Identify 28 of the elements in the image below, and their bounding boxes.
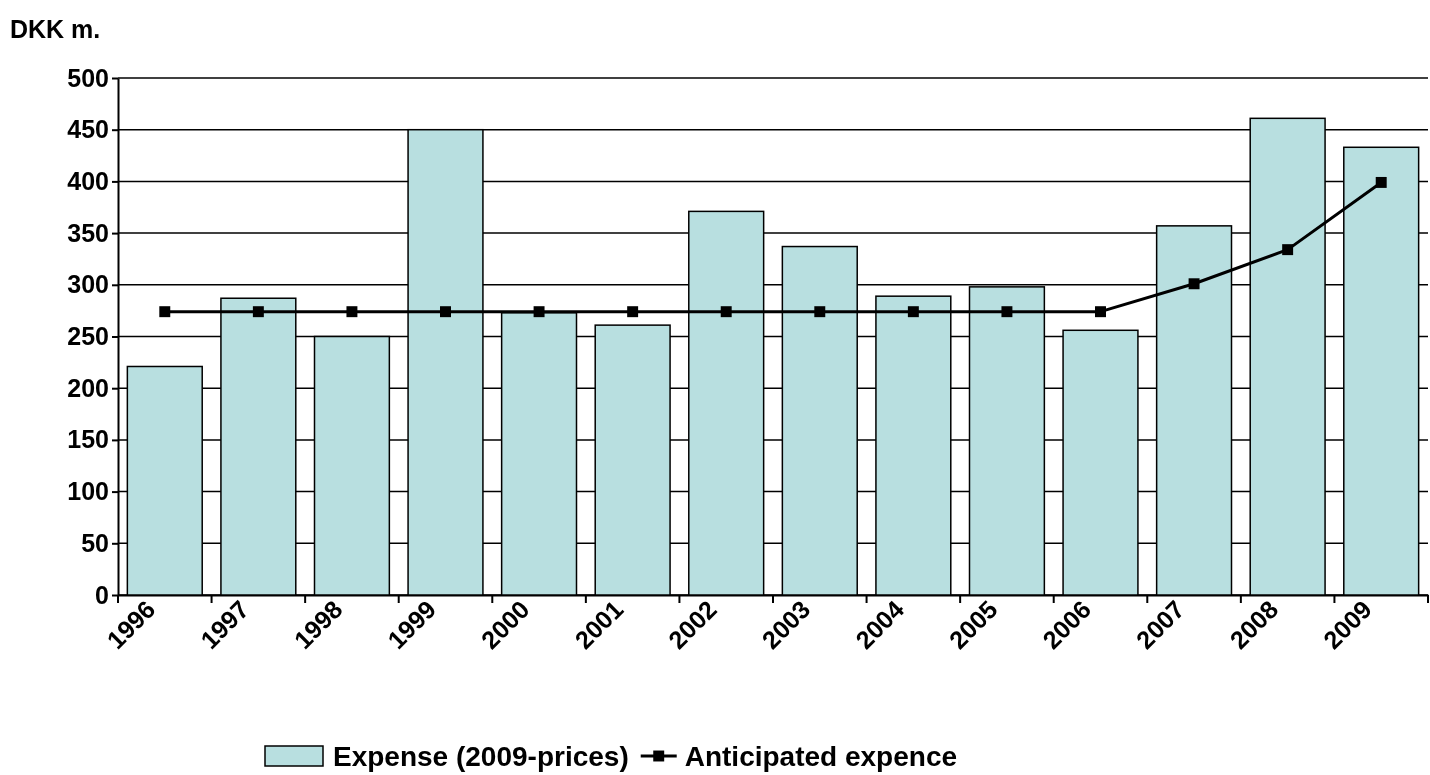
y-tick-label: 100 (67, 477, 109, 506)
point (814, 306, 826, 318)
point (627, 306, 639, 318)
y-tick-label: 450 (67, 115, 109, 144)
point (1001, 306, 1013, 318)
y-tick-label: 50 (81, 528, 109, 557)
y-tick-label: 300 (67, 270, 109, 299)
point (907, 306, 919, 318)
point (1282, 244, 1294, 256)
point (720, 306, 732, 318)
point (346, 306, 358, 318)
point (252, 306, 264, 318)
point (533, 306, 545, 318)
y-tick-label: 150 (67, 425, 109, 454)
point (159, 306, 171, 318)
point (1095, 306, 1106, 318)
y-tick-label: 250 (67, 322, 109, 350)
point (440, 306, 451, 318)
legend-label: Expense (2009-prices) (333, 741, 629, 772)
y-tick-label: 400 (67, 166, 109, 195)
y-axis-title: DKK m. (10, 15, 101, 43)
point (1188, 278, 1200, 290)
y-tick-label: 350 (67, 218, 109, 247)
y-tick-label: 500 (67, 63, 109, 92)
legend-label: Anticipated expence (684, 741, 958, 772)
y-tick-label: 0 (95, 580, 109, 609)
y-tick-label: 200 (67, 373, 109, 402)
point (1375, 176, 1387, 188)
